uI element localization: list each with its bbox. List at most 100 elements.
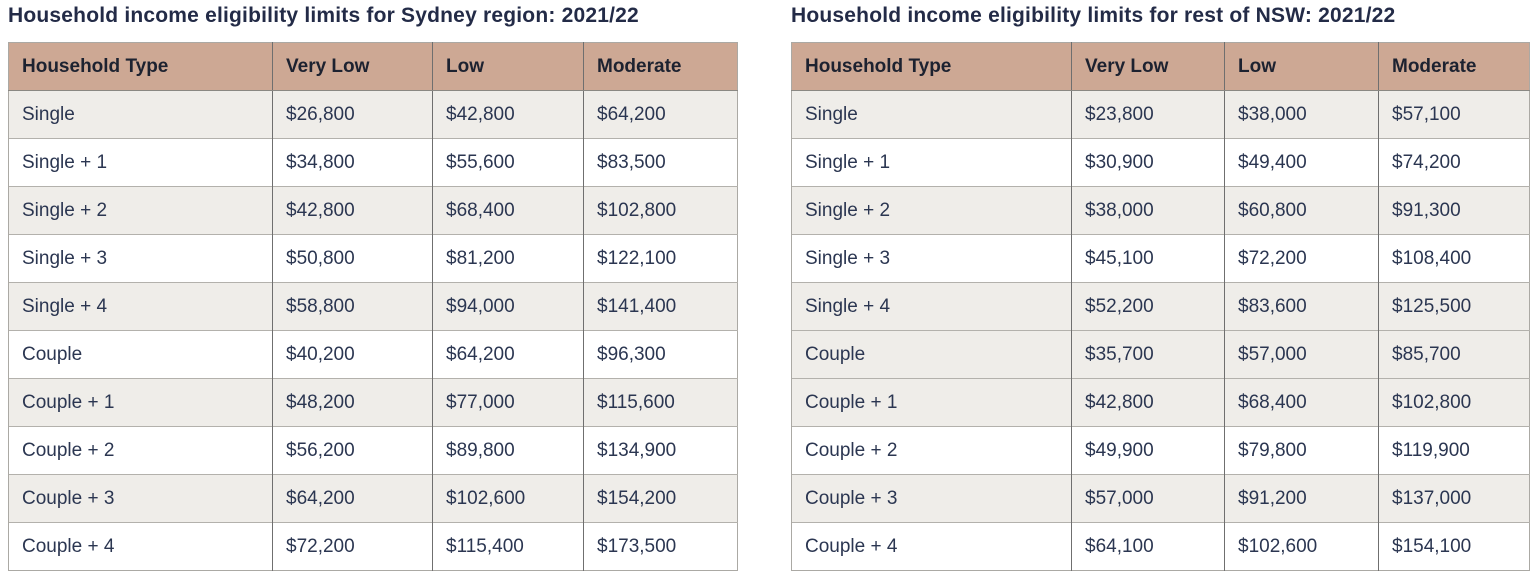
very-low-value-cell: $34,800 <box>272 138 433 187</box>
household-type-cell: Couple + 2 <box>791 426 1072 475</box>
moderate-value-cell: $74,200 <box>1378 138 1530 187</box>
moderate-value-cell: $125,500 <box>1378 282 1530 331</box>
very-low-value-cell: $64,200 <box>272 474 433 523</box>
table-body: Single $26,800 $42,800 $64,200 Single + 1 $34… <box>8 90 738 571</box>
moderate-value-cell: $119,900 <box>1378 426 1530 475</box>
low-value-cell: $77,000 <box>432 378 584 427</box>
table-row: Couple $35,700 $57,000 $85,700 <box>791 330 1530 379</box>
income-limits-page: Household income eligibility limits for … <box>8 3 1530 571</box>
very-low-value-cell: $45,100 <box>1071 234 1225 283</box>
table-row: Single $26,800 $42,800 $64,200 <box>8 90 738 139</box>
moderate-value-cell: $173,500 <box>583 522 738 571</box>
very-low-value-cell: $58,800 <box>272 282 433 331</box>
low-value-cell: $102,600 <box>1224 522 1379 571</box>
very-low-value-cell: $52,200 <box>1071 282 1225 331</box>
moderate-value-cell: $102,800 <box>583 186 738 235</box>
very-low-value-cell: $42,800 <box>1071 378 1225 427</box>
moderate-value-cell: $122,100 <box>583 234 738 283</box>
household-type-cell: Couple + 3 <box>8 474 273 523</box>
low-value-cell: $60,800 <box>1224 186 1379 235</box>
table-row: Single + 2 $42,800 $68,400 $102,800 <box>8 186 738 235</box>
sydney-table-section: Household income eligibility limits for … <box>8 3 738 571</box>
column-header-low: Low <box>1224 42 1379 91</box>
table-row: Single + 3 $50,800 $81,200 $122,100 <box>8 234 738 283</box>
household-type-cell: Couple + 4 <box>8 522 273 571</box>
household-type-cell: Couple + 4 <box>791 522 1072 571</box>
table-row: Single + 1 $34,800 $55,600 $83,500 <box>8 138 738 187</box>
table-row: Couple + 3 $64,200 $102,600 $154,200 <box>8 474 738 523</box>
very-low-value-cell: $35,700 <box>1071 330 1225 379</box>
table-row: Couple + 3 $57,000 $91,200 $137,000 <box>791 474 1530 523</box>
very-low-value-cell: $23,800 <box>1071 90 1225 139</box>
table-row: Couple + 1 $48,200 $77,000 $115,600 <box>8 378 738 427</box>
low-value-cell: $91,200 <box>1224 474 1379 523</box>
table-row: Single + 1 $30,900 $49,400 $74,200 <box>791 138 1530 187</box>
moderate-value-cell: $96,300 <box>583 330 738 379</box>
moderate-value-cell: $141,400 <box>583 282 738 331</box>
sydney-income-table: Household Type Very Low Low Moderate Single $… <box>8 42 738 571</box>
household-type-cell: Couple <box>791 330 1072 379</box>
table-row: Single + 3 $45,100 $72,200 $108,400 <box>791 234 1530 283</box>
moderate-value-cell: $57,100 <box>1378 90 1530 139</box>
sydney-table-title: Household income eligibility limits for … <box>8 4 639 27</box>
table-row: Couple $40,200 $64,200 $96,300 <box>8 330 738 379</box>
very-low-value-cell: $64,100 <box>1071 522 1225 571</box>
table-body: Single $23,800 $38,000 $57,100 Single + 1 $30… <box>791 90 1530 571</box>
low-value-cell: $68,400 <box>1224 378 1379 427</box>
household-type-cell: Single + 1 <box>8 138 273 187</box>
moderate-value-cell: $134,900 <box>583 426 738 475</box>
very-low-value-cell: $57,000 <box>1071 474 1225 523</box>
low-value-cell: $79,800 <box>1224 426 1379 475</box>
very-low-value-cell: $48,200 <box>272 378 433 427</box>
low-value-cell: $38,000 <box>1224 90 1379 139</box>
household-type-cell: Single <box>791 90 1072 139</box>
very-low-value-cell: $49,900 <box>1071 426 1225 475</box>
column-header-household-type: Household Type <box>791 42 1072 91</box>
table-row: Couple + 4 $72,200 $115,400 $173,500 <box>8 522 738 571</box>
rest-of-nsw-table-title: Household income eligibility limits for … <box>791 4 1396 27</box>
household-type-cell: Single + 3 <box>791 234 1072 283</box>
household-type-cell: Single + 2 <box>791 186 1072 235</box>
very-low-value-cell: $50,800 <box>272 234 433 283</box>
household-type-cell: Single + 3 <box>8 234 273 283</box>
table-header-row: Household Type Very Low Low Moderate <box>791 42 1530 91</box>
household-type-cell: Couple + 1 <box>791 378 1072 427</box>
very-low-value-cell: $56,200 <box>272 426 433 475</box>
household-type-cell: Single + 4 <box>791 282 1072 331</box>
column-header-low: Low <box>432 42 584 91</box>
table-row: Couple + 1 $42,800 $68,400 $102,800 <box>791 378 1530 427</box>
table-row: Single + 4 $58,800 $94,000 $141,400 <box>8 282 738 331</box>
moderate-value-cell: $137,000 <box>1378 474 1530 523</box>
table-row: Single $23,800 $38,000 $57,100 <box>791 90 1530 139</box>
very-low-value-cell: $40,200 <box>272 330 433 379</box>
column-header-moderate: Moderate <box>1378 42 1530 91</box>
table-row: Couple + 4 $64,100 $102,600 $154,100 <box>791 522 1530 571</box>
low-value-cell: $89,800 <box>432 426 584 475</box>
low-value-cell: $72,200 <box>1224 234 1379 283</box>
household-type-cell: Single + 4 <box>8 282 273 331</box>
low-value-cell: $102,600 <box>432 474 584 523</box>
low-value-cell: $94,000 <box>432 282 584 331</box>
moderate-value-cell: $91,300 <box>1378 186 1530 235</box>
very-low-value-cell: $38,000 <box>1071 186 1225 235</box>
table-row: Single + 2 $38,000 $60,800 $91,300 <box>791 186 1530 235</box>
moderate-value-cell: $108,400 <box>1378 234 1530 283</box>
column-header-very-low: Very Low <box>1071 42 1225 91</box>
household-type-cell: Couple + 1 <box>8 378 273 427</box>
low-value-cell: $64,200 <box>432 330 584 379</box>
very-low-value-cell: $42,800 <box>272 186 433 235</box>
household-type-cell: Single + 1 <box>791 138 1072 187</box>
table-row: Couple + 2 $56,200 $89,800 $134,900 <box>8 426 738 475</box>
low-value-cell: $81,200 <box>432 234 584 283</box>
moderate-value-cell: $154,200 <box>583 474 738 523</box>
moderate-value-cell: $85,700 <box>1378 330 1530 379</box>
low-value-cell: $68,400 <box>432 186 584 235</box>
very-low-value-cell: $26,800 <box>272 90 433 139</box>
low-value-cell: $83,600 <box>1224 282 1379 331</box>
column-header-moderate: Moderate <box>583 42 738 91</box>
rest-of-nsw-income-table: Household Type Very Low Low Moderate Single $… <box>791 42 1530 571</box>
household-type-cell: Couple + 3 <box>791 474 1072 523</box>
low-value-cell: $49,400 <box>1224 138 1379 187</box>
household-type-cell: Single + 2 <box>8 186 273 235</box>
moderate-value-cell: $64,200 <box>583 90 738 139</box>
